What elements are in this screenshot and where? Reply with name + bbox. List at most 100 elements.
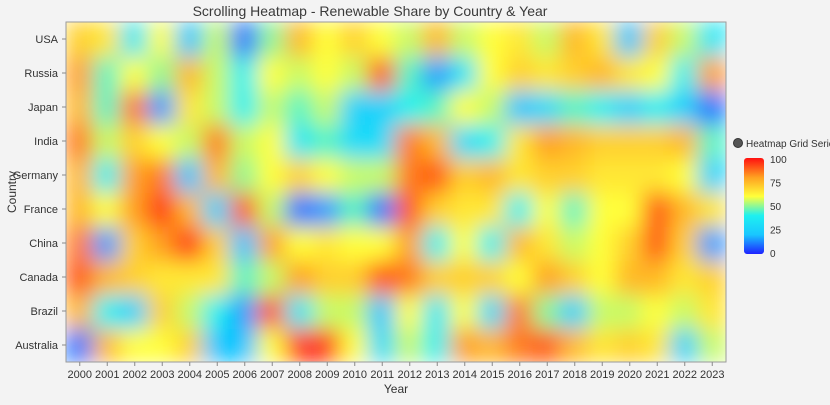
x-tick-label: 2023 bbox=[700, 369, 724, 381]
legend-tick-label: 100 bbox=[770, 155, 787, 166]
heatmap-cell bbox=[505, 327, 535, 363]
heatmap-cell bbox=[450, 327, 480, 363]
heatmap-cell bbox=[395, 293, 425, 329]
legend-series-label: Heatmap Grid Series bbox=[746, 139, 830, 150]
heatmap-cell bbox=[258, 123, 288, 159]
heatmap-cell bbox=[93, 55, 123, 91]
heatmap-cell bbox=[560, 259, 590, 295]
heatmap-cell bbox=[340, 191, 370, 227]
heatmap-cell bbox=[615, 123, 645, 159]
heatmap-cell bbox=[643, 21, 673, 57]
heatmap-cell bbox=[698, 259, 728, 295]
x-tick-label: 2007 bbox=[260, 369, 284, 381]
heatmap-cell bbox=[368, 293, 398, 329]
heatmap-cell bbox=[478, 191, 508, 227]
legend-tick-label: 0 bbox=[770, 249, 776, 260]
heatmap-cell bbox=[203, 259, 233, 295]
legend-tick-label: 75 bbox=[770, 179, 782, 190]
heatmap-cell bbox=[203, 157, 233, 193]
heatmap-cell bbox=[533, 327, 563, 363]
chart-title: Scrolling Heatmap - Renewable Share by C… bbox=[193, 3, 548, 19]
heatmap-cell bbox=[698, 327, 728, 363]
heatmap-cell bbox=[148, 21, 178, 57]
heatmap-cell bbox=[533, 89, 563, 125]
heatmap-cell bbox=[313, 157, 343, 193]
heatmap-cell bbox=[670, 259, 700, 295]
heatmap-cell bbox=[230, 293, 260, 329]
x-tick-label: 2022 bbox=[673, 369, 697, 381]
heatmap-cell bbox=[478, 225, 508, 261]
heatmap-cell bbox=[505, 225, 535, 261]
heatmap-cell bbox=[120, 259, 150, 295]
heatmap-cell bbox=[560, 191, 590, 227]
heatmap-cell bbox=[698, 191, 728, 227]
heatmap-cell bbox=[533, 21, 563, 57]
heatmap-cell bbox=[423, 157, 453, 193]
x-tick-label: 2019 bbox=[590, 369, 614, 381]
heatmap-cell bbox=[670, 55, 700, 91]
heatmap-cell bbox=[313, 21, 343, 57]
heatmap-cell bbox=[285, 191, 315, 227]
heatmap-cell bbox=[340, 123, 370, 159]
heatmap-cell bbox=[395, 327, 425, 363]
y-tick-label: Australia bbox=[15, 340, 59, 352]
heatmap-cell bbox=[670, 191, 700, 227]
heatmap-cell bbox=[588, 259, 618, 295]
heatmap-cell bbox=[505, 89, 535, 125]
heatmap-cell bbox=[505, 259, 535, 295]
heatmap-cell bbox=[285, 225, 315, 261]
heatmap-cell bbox=[285, 259, 315, 295]
heatmap-cell bbox=[698, 293, 728, 329]
heatmap-cell bbox=[560, 21, 590, 57]
heatmap-cell bbox=[643, 89, 673, 125]
heatmap-cell bbox=[423, 327, 453, 363]
x-tick-label: 2006 bbox=[233, 369, 257, 381]
heatmap-cell bbox=[560, 89, 590, 125]
heatmap-cell bbox=[478, 293, 508, 329]
heatmap-cell bbox=[93, 89, 123, 125]
heatmap-cell bbox=[65, 191, 95, 227]
heatmap-cell bbox=[670, 123, 700, 159]
heatmap-cell bbox=[560, 123, 590, 159]
heatmap-cell bbox=[230, 55, 260, 91]
heatmap-cell bbox=[588, 293, 618, 329]
heatmap-cell bbox=[423, 55, 453, 91]
heatmap-cell bbox=[340, 259, 370, 295]
x-tick-label: 2021 bbox=[645, 369, 669, 381]
heatmap-cell bbox=[203, 293, 233, 329]
heatmap-cell bbox=[203, 327, 233, 363]
heatmap-cell bbox=[258, 225, 288, 261]
heatmap-cell bbox=[258, 293, 288, 329]
heatmap-cell bbox=[175, 89, 205, 125]
heatmap-cell bbox=[698, 89, 728, 125]
heatmap-cell bbox=[258, 157, 288, 193]
heatmap-cell bbox=[670, 225, 700, 261]
heatmap-cell bbox=[533, 123, 563, 159]
x-tick-label: 2005 bbox=[205, 369, 229, 381]
y-tick-label: China bbox=[29, 238, 59, 250]
heatmap-cell bbox=[478, 327, 508, 363]
heatmap-cell bbox=[203, 89, 233, 125]
heatmap-cell bbox=[698, 225, 728, 261]
heatmap-cell bbox=[65, 123, 95, 159]
heatmap-cell bbox=[175, 327, 205, 363]
heatmap-cell bbox=[93, 259, 123, 295]
heatmap-cell bbox=[340, 89, 370, 125]
heatmap-cell bbox=[175, 225, 205, 261]
heatmap-cell bbox=[258, 89, 288, 125]
x-tick-label: 2003 bbox=[150, 369, 174, 381]
heatmap-cell bbox=[670, 293, 700, 329]
heatmap-cell bbox=[395, 89, 425, 125]
heatmap-cell bbox=[478, 21, 508, 57]
heatmap-cell bbox=[588, 327, 618, 363]
heatmap-cell bbox=[368, 327, 398, 363]
heatmap-cell bbox=[65, 293, 95, 329]
heatmap-cell bbox=[670, 327, 700, 363]
y-tick-label: Brazil bbox=[30, 306, 58, 318]
heatmap-cell bbox=[93, 225, 123, 261]
heatmap-cell bbox=[533, 259, 563, 295]
heatmap-cell bbox=[258, 259, 288, 295]
heatmap-cell bbox=[533, 225, 563, 261]
heatmap-cell bbox=[670, 157, 700, 193]
